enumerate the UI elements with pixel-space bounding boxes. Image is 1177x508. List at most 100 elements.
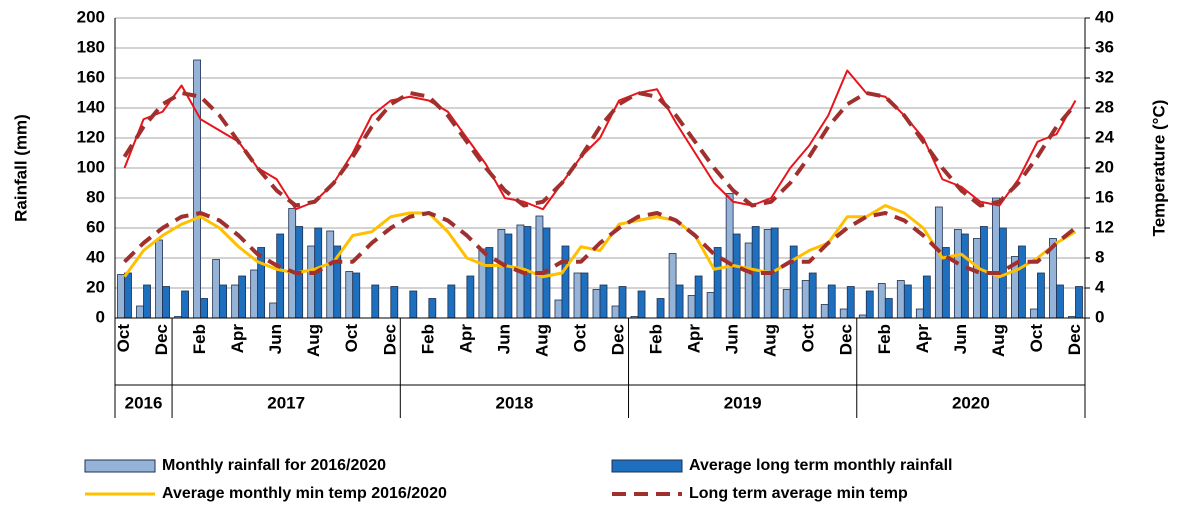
bar	[117, 274, 125, 319]
y-tick-label: 0	[96, 307, 105, 326]
bar	[1030, 308, 1038, 319]
x-tick-label: Aug	[304, 324, 323, 357]
bar	[238, 275, 247, 319]
bar	[573, 272, 582, 319]
y-tick-label: 160	[77, 67, 105, 86]
x-tick-label: Feb	[418, 324, 437, 354]
bar	[497, 229, 506, 319]
bar	[801, 280, 810, 319]
bar	[326, 230, 335, 319]
line	[123, 211, 1077, 275]
bar	[181, 290, 189, 319]
year-label: 2017	[267, 393, 305, 412]
bar	[162, 286, 170, 319]
bar	[960, 233, 969, 319]
bar	[124, 272, 132, 319]
x-tick-label: Oct	[114, 324, 133, 353]
bar	[231, 284, 240, 319]
bar	[820, 304, 829, 319]
bar	[808, 272, 817, 319]
bar	[345, 271, 354, 319]
bar	[1056, 284, 1064, 319]
bar	[922, 275, 931, 319]
legend-label: Average monthly min temp 2016/2020	[162, 485, 447, 502]
bar	[972, 238, 981, 319]
bar	[915, 308, 924, 319]
y2-tick-label: 40	[1095, 7, 1114, 26]
bar	[257, 247, 266, 319]
bar	[155, 239, 163, 319]
bar	[725, 193, 734, 319]
year-label: 2019	[724, 393, 762, 412]
line	[122, 91, 1078, 208]
y-tick-label: 200	[77, 7, 105, 26]
year-label: 2018	[495, 393, 533, 412]
y-tick-label: 140	[77, 97, 105, 116]
bar	[485, 247, 494, 319]
y2-tick-label: 24	[1095, 127, 1114, 146]
line	[123, 69, 1077, 211]
bar	[934, 206, 943, 319]
y2-tick-label: 32	[1095, 67, 1114, 86]
x-tick-label: Apr	[685, 324, 704, 354]
bar	[580, 272, 589, 319]
x-tick-label: Aug	[532, 324, 551, 357]
bar	[288, 208, 297, 319]
bar	[656, 298, 665, 319]
year-label: 2016	[125, 393, 163, 412]
y-tick-label: 100	[77, 157, 105, 176]
bar	[307, 245, 316, 319]
bar	[212, 259, 221, 319]
x-tick-label: Dec	[609, 324, 628, 355]
bar	[599, 284, 608, 319]
bar	[561, 245, 570, 319]
x-tick-label: Oct	[1027, 324, 1046, 353]
legend-label: Average long term monthly rainfall	[689, 457, 952, 474]
x-tick-label: Jun	[494, 324, 513, 354]
bar	[846, 286, 855, 319]
x-tick-label: Feb	[647, 324, 666, 354]
bar	[751, 226, 760, 319]
y2-tick-label: 36	[1095, 37, 1114, 56]
bar	[896, 280, 905, 319]
bar	[447, 284, 456, 319]
x-tick-label: Dec	[1065, 324, 1084, 355]
bar	[687, 295, 696, 319]
y-tick-label: 80	[86, 187, 105, 206]
bar	[865, 290, 874, 319]
x-tick-label: Aug	[761, 324, 780, 357]
y2-tick-label: 0	[1095, 307, 1104, 326]
x-tick-label: Feb	[875, 324, 894, 354]
bar	[744, 242, 753, 319]
bar	[592, 289, 601, 319]
bar	[713, 247, 722, 319]
x-tick-label: Oct	[342, 324, 361, 353]
bar	[554, 299, 563, 319]
x-tick-label: Apr	[456, 324, 475, 354]
bar	[390, 286, 399, 319]
bar	[269, 302, 278, 319]
bar	[953, 229, 962, 319]
y2-tick-label: 12	[1095, 217, 1114, 236]
bar	[250, 269, 259, 319]
bar	[535, 215, 544, 319]
y2-tick-label: 16	[1095, 187, 1114, 206]
y-tick-label: 180	[77, 37, 105, 56]
legend-label: Monthly rainfall for 2016/2020	[162, 457, 386, 474]
x-tick-label: Jun	[951, 324, 970, 354]
bar	[782, 289, 791, 319]
bar	[839, 308, 848, 319]
bar	[637, 290, 646, 319]
y2-axis-label: Temperature (°C)	[1149, 100, 1168, 237]
bar	[466, 275, 475, 319]
bar	[136, 305, 144, 319]
bar	[732, 233, 741, 319]
y-tick-label: 20	[86, 277, 105, 296]
bar	[504, 233, 513, 319]
bar	[200, 298, 208, 319]
bar	[992, 197, 1000, 319]
bar	[884, 298, 893, 319]
legend-swatch	[84, 459, 156, 473]
bar	[428, 298, 437, 319]
